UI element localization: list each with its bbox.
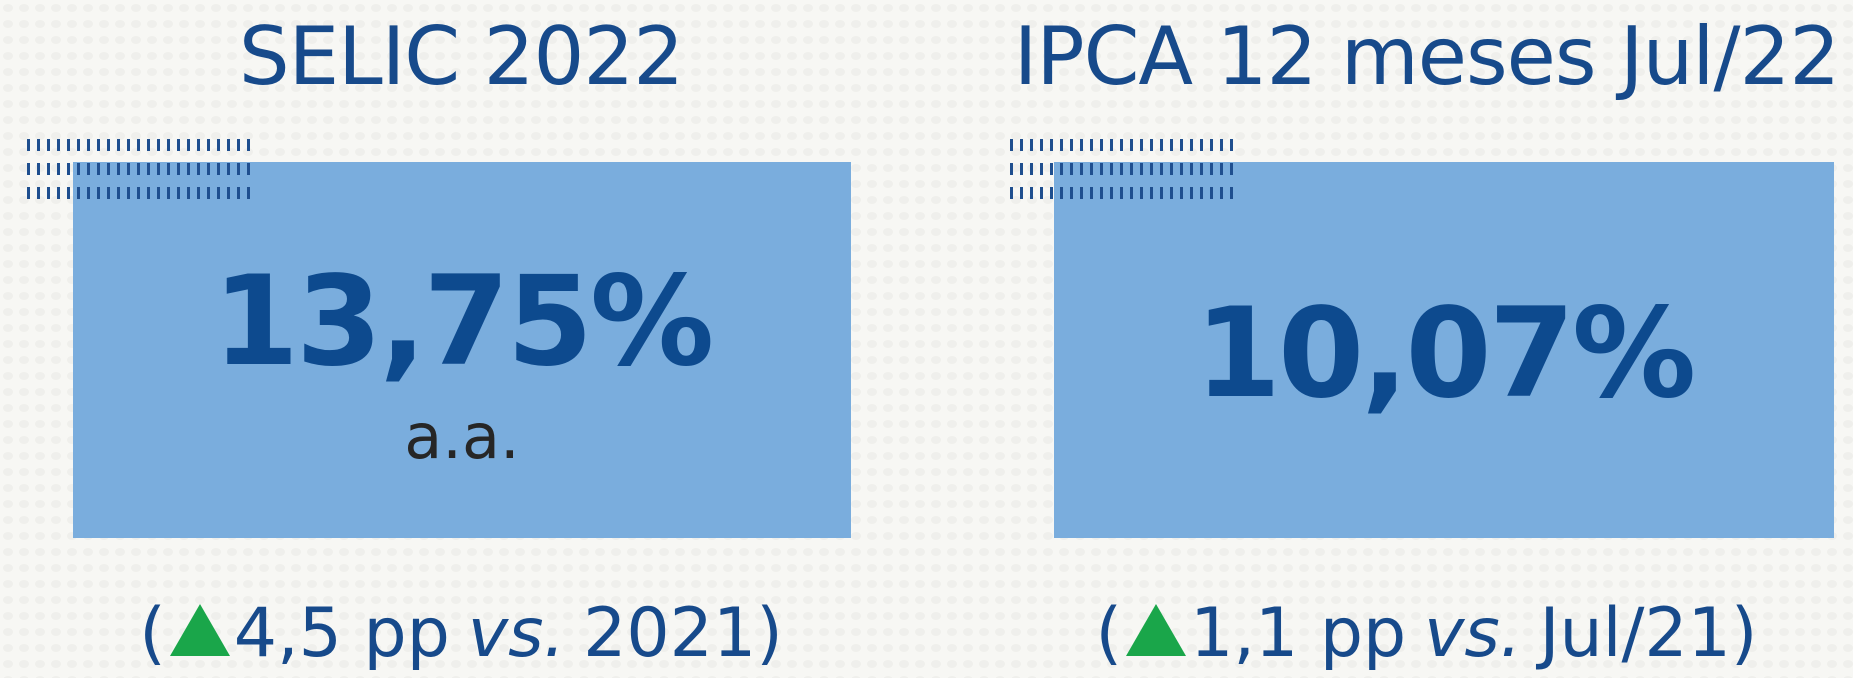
change: 4,5 pp [233,594,450,673]
change: 1,1 pp [1190,594,1407,673]
value-box: 10,07% [1054,162,1834,538]
unit: a.a. [404,400,520,473]
selic-card: SELIC 2022 13,75% a.a. (4,5 pp vs. 2021) [0,0,922,678]
emphasis: vs. [467,594,566,673]
up-arrow [1126,604,1187,656]
reference: 2021) [583,594,783,673]
up-arrow [169,604,230,656]
card-title: IPCA 12 meses Jul/22 [1013,10,1841,103]
emphasis: vs. [1424,594,1522,673]
dash-pattern [24,139,250,211]
value-box: 13,75% a.a. [73,162,851,538]
ipca-card: IPCA 12 meses Jul/22 10,07% (1,1 pp vs. Ju… [1000,0,1853,678]
dash-pattern [1007,139,1233,211]
value: 13,75% [212,250,714,394]
card-title: SELIC 2022 [238,10,684,103]
paren: ( [1095,594,1123,673]
footnote: (4,5 pp vs. 2021) [0,594,922,673]
paren: ( [139,594,166,673]
value: 10,07% [1194,282,1696,426]
footnote: (1,1 pp vs. Jul/21) [1000,594,1853,673]
reference: Jul/21) [1539,594,1758,673]
